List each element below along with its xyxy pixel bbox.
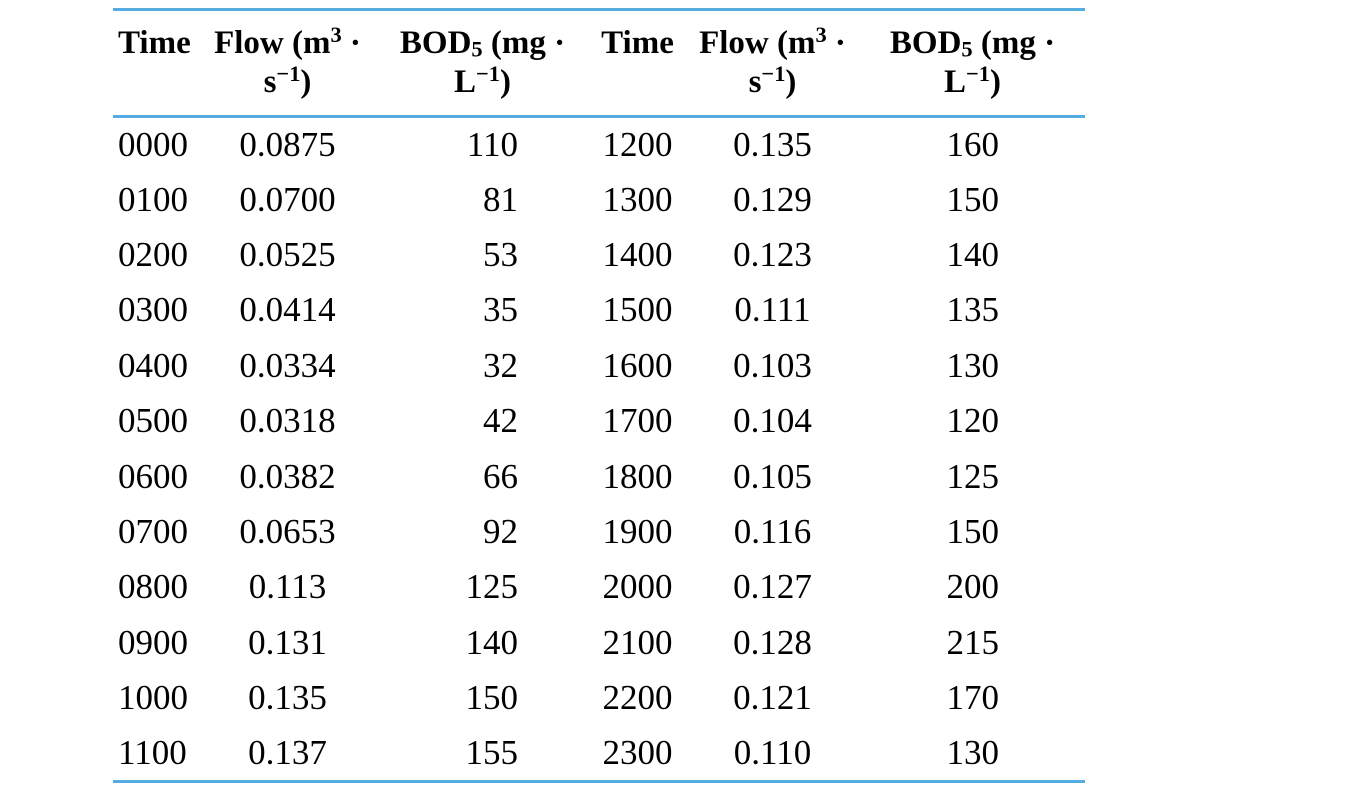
bod_b-cell: 130 [946, 732, 1000, 772]
bod_b-cell: 160 [946, 124, 1000, 164]
column-header-flow_a: Flow (m3 · s−1) [214, 21, 361, 100]
time_b-cell: 1400 [602, 234, 673, 274]
bod_b-cell: 170 [946, 678, 1000, 718]
time_a-cell: 0000 [118, 124, 188, 164]
flow_b-cell: 0.116 [733, 511, 812, 551]
table-body: 0000 0.0875 110 1200 0.135 160 0100 0.0700 81 130… [113, 117, 1085, 782]
table-row: 0600 0.0382 66 1800 0.105 125 [113, 449, 1085, 504]
table-row: 0000 0.0875 110 1200 0.135 160 [113, 117, 1085, 172]
bod_b-cell: 120 [946, 401, 1000, 441]
bod_a-cell: 35 [483, 290, 518, 330]
bod_b-cell: 135 [946, 290, 1000, 330]
time_b-cell: 1500 [602, 290, 673, 330]
time_b-cell: 2000 [602, 567, 673, 607]
bod_a-cell: 92 [483, 511, 518, 551]
bod_a-cell: 66 [483, 456, 518, 496]
bod_a-cell: 110 [466, 124, 518, 164]
table-row: 0300 0.0414 35 1500 0.111 135 [113, 283, 1085, 338]
time_a-cell: 0900 [118, 622, 188, 662]
flow_a-cell: 0.0382 [239, 456, 336, 496]
flow_a-cell: 0.0525 [239, 234, 336, 274]
flow_b-cell: 0.129 [733, 179, 812, 219]
time_b-cell: 1700 [602, 401, 673, 441]
bod_a-cell: 81 [483, 179, 518, 219]
time_b-cell: 1800 [602, 456, 673, 496]
column-header-time_b: Time [601, 25, 674, 61]
time_a-cell: 0100 [118, 179, 188, 219]
table-row: 0900 0.131 140 2100 0.128 215 [113, 615, 1085, 670]
bod_b-cell: 150 [946, 179, 1000, 219]
bod_b-cell: 200 [946, 567, 1000, 607]
flow_a-cell: 0.0334 [239, 345, 336, 385]
time_b-cell: 1900 [602, 511, 673, 551]
bod_b-cell: 215 [946, 622, 1000, 662]
flow_b-cell: 0.104 [733, 401, 812, 441]
bod_a-cell: 150 [465, 678, 519, 718]
flow_a-cell: 0.0414 [239, 290, 336, 330]
flow_b-cell: 0.111 [734, 290, 811, 330]
flow_a-cell: 0.0875 [239, 124, 336, 164]
time_a-cell: 0600 [118, 456, 188, 496]
flow-bod-table: Time Flow (m3 · s−1) BOD5 (mg · L−1) Time Flow… [113, 8, 1085, 783]
bod_b-cell: 140 [946, 234, 1000, 274]
column-header-bod_b: BOD5 (mg · L−1) [889, 25, 1056, 100]
time_a-cell: 1000 [118, 678, 188, 718]
bod_b-cell: 150 [946, 511, 1000, 551]
table-row: 0200 0.0525 53 1400 0.123 140 [113, 227, 1085, 282]
flow_a-cell: 0.137 [248, 732, 327, 772]
time_b-cell: 2100 [602, 622, 673, 662]
bod_b-cell: 130 [946, 345, 1000, 385]
flow_b-cell: 0.127 [733, 567, 812, 607]
time_a-cell: 0200 [118, 234, 188, 274]
time_b-cell: 2300 [602, 732, 673, 772]
table-header: Time Flow (m3 · s−1) BOD5 (mg · L−1) Time Flow… [113, 10, 1085, 117]
table-row: 0400 0.0334 32 1600 0.103 130 [113, 338, 1085, 393]
flow_a-cell: 0.131 [248, 622, 327, 662]
time_a-cell: 0300 [118, 290, 188, 330]
table-row: 0800 0.113 125 2000 0.127 200 [113, 560, 1085, 615]
table-row: 0100 0.0700 81 1300 0.129 150 [113, 172, 1085, 227]
column-header-flow_b: Flow (m3 · s−1) [699, 21, 846, 100]
time_b-cell: 1200 [602, 124, 673, 164]
time_a-cell: 0500 [118, 401, 188, 441]
time_b-cell: 1600 [602, 345, 673, 385]
time_a-cell: 0400 [118, 345, 188, 385]
bod_a-cell: 42 [483, 401, 518, 441]
table-row: 1100 0.137 155 2300 0.110 130 [113, 726, 1085, 781]
bod_a-cell: 53 [483, 234, 518, 274]
flow_b-cell: 0.103 [733, 345, 812, 385]
flow_a-cell: 0.0700 [239, 179, 336, 219]
header-row: Time Flow (m3 · s−1) BOD5 (mg · L−1) Time Flow… [113, 10, 1085, 117]
flow_b-cell: 0.121 [733, 678, 812, 718]
flow_a-cell: 0.135 [248, 678, 327, 718]
time_b-cell: 1300 [602, 179, 673, 219]
column-header-time_a: Time [118, 25, 191, 61]
table-row: 0700 0.0653 92 1900 0.116 150 [113, 504, 1085, 559]
bod_a-cell: 140 [465, 622, 519, 662]
flow_b-cell: 0.128 [733, 622, 812, 662]
flow_b-cell: 0.110 [733, 732, 812, 772]
flow_a-cell: 0.0318 [239, 401, 336, 441]
bod_a-cell: 32 [483, 345, 518, 385]
bod_a-cell: 125 [465, 567, 519, 607]
time_a-cell: 1100 [118, 732, 187, 772]
column-header-bod_a: BOD5 (mg · L−1) [399, 25, 566, 100]
time_b-cell: 2200 [602, 678, 673, 718]
time_a-cell: 0700 [118, 511, 188, 551]
bod_a-cell: 155 [465, 732, 519, 772]
flow_b-cell: 0.105 [733, 456, 812, 496]
bod_b-cell: 125 [946, 456, 1000, 496]
flow_b-cell: 0.135 [733, 124, 812, 164]
time_a-cell: 0800 [118, 567, 188, 607]
table-row: 1000 0.135 150 2200 0.121 170 [113, 670, 1085, 725]
flow_b-cell: 0.123 [733, 234, 812, 274]
flow_a-cell: 0.113 [248, 567, 327, 607]
flow_a-cell: 0.0653 [239, 511, 336, 551]
table-row: 0500 0.0318 42 1700 0.104 120 [113, 393, 1085, 448]
